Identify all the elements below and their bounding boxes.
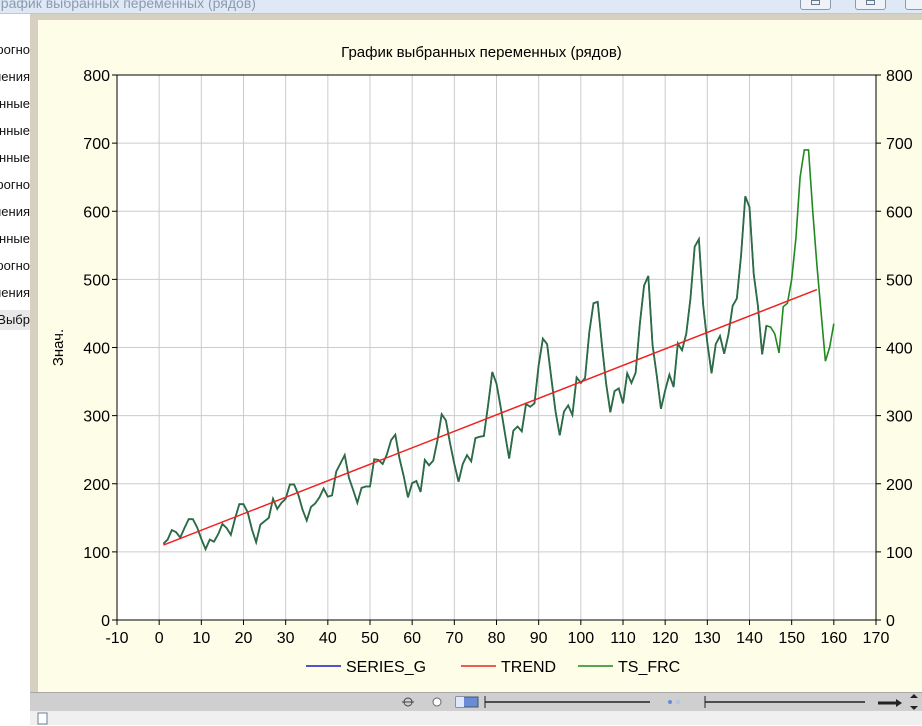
x-tick-label: 20 [235, 630, 253, 647]
tree-item[interactable]: Переменные [0, 231, 30, 246]
x-tick-label: 100 [567, 630, 594, 647]
y-tick-label: 300 [83, 409, 110, 426]
y-tick-label: 700 [83, 136, 110, 153]
horizontal-scroll-track[interactable] [484, 696, 650, 708]
window-title: График выбранных переменных (рядов) [0, 0, 256, 11]
maximize-button[interactable] [855, 0, 886, 10]
x-tick-label: 70 [445, 630, 463, 647]
y-right-tick-label: 100 [886, 545, 913, 562]
zoom-hand-icon[interactable] [402, 697, 414, 707]
expand-arrows-icon[interactable] [878, 694, 918, 710]
y-axis-label: Знач. [50, 329, 67, 366]
close-button[interactable] [905, 0, 922, 10]
x-tick-label: 170 [863, 630, 890, 647]
legend-label: TS_FRC [618, 659, 680, 676]
zoom-reset-icon[interactable] [432, 697, 442, 707]
y-right-tick-label: 300 [886, 409, 913, 426]
maximize-icon [866, 0, 875, 5]
tree-item[interactable]: Прогно: [0, 177, 30, 192]
series-line-trend [163, 288, 818, 546]
y-right-tick-label: 200 [886, 477, 913, 494]
tree-item[interactable]: Переменные [0, 123, 30, 138]
tree-item[interactable]: Значения [0, 69, 30, 84]
x-tick-label: 40 [319, 630, 337, 647]
minimize-button[interactable] [800, 0, 831, 10]
x-tick-label: 140 [736, 630, 763, 647]
y-tick-label: 500 [83, 272, 110, 289]
tree-item[interactable]: Выбр [0, 310, 30, 330]
y-tick-label: 600 [83, 204, 110, 221]
minimize-icon [811, 0, 820, 5]
chart-title: График выбранных переменных (рядов) [341, 44, 622, 61]
tree-item[interactable]: Переменные [0, 96, 30, 111]
document-icon [37, 712, 48, 725]
x-tick-label: 150 [778, 630, 805, 647]
x-tick-label: 80 [488, 630, 506, 647]
color-scale-icon[interactable] [455, 696, 479, 708]
y-right-tick-label: 800 [886, 68, 913, 85]
y-tick-label: 100 [83, 545, 110, 562]
x-tick-label: 160 [820, 630, 847, 647]
x-tick-label: 90 [530, 630, 548, 647]
x-tick-label: -10 [105, 630, 128, 647]
series-line-series-g [162, 195, 768, 552]
x-tick-label: 130 [694, 630, 721, 647]
tree-item[interactable]: Значения [0, 285, 30, 300]
tree-item[interactable]: Прогно: [0, 258, 30, 273]
scroll-thumb[interactable] [668, 700, 680, 704]
legend-label: TREND [501, 659, 556, 676]
x-tick-label: 50 [361, 630, 379, 647]
y-right-tick-label: 400 [886, 341, 913, 358]
tree-item[interactable]: Прогно: [0, 42, 30, 57]
vertical-scroll-track[interactable] [704, 696, 865, 708]
x-tick-label: 10 [192, 630, 210, 647]
x-tick-label: 0 [155, 630, 164, 647]
y-tick-label: 400 [83, 341, 110, 358]
y-tick-label: 800 [83, 68, 110, 85]
x-tick-label: 30 [277, 630, 295, 647]
y-right-tick-label: 500 [886, 272, 913, 289]
legend-label: SERIES_G [346, 659, 426, 676]
y-right-tick-label: 600 [886, 204, 913, 221]
plot-border [116, 74, 877, 621]
tree-item[interactable]: Выбранные [0, 150, 30, 165]
y-tick-label: 0 [101, 613, 110, 630]
y-tick-label: 200 [83, 477, 110, 494]
x-tick-label: 120 [652, 630, 679, 647]
graph-toolbar [30, 692, 922, 711]
x-tick-label: 60 [403, 630, 421, 647]
y-right-tick-label: 700 [886, 136, 913, 153]
workbook-tree-panel: Прогно: Значения Переменные Переменные Выбра… [0, 14, 30, 724]
x-tick-label: 110 [610, 630, 636, 647]
tree-item[interactable]: Значения [0, 204, 30, 219]
status-bar [30, 710, 922, 725]
y-right-tick-label: 0 [886, 613, 895, 630]
window-titlebar: График выбранных переменных (рядов) [0, 0, 922, 14]
